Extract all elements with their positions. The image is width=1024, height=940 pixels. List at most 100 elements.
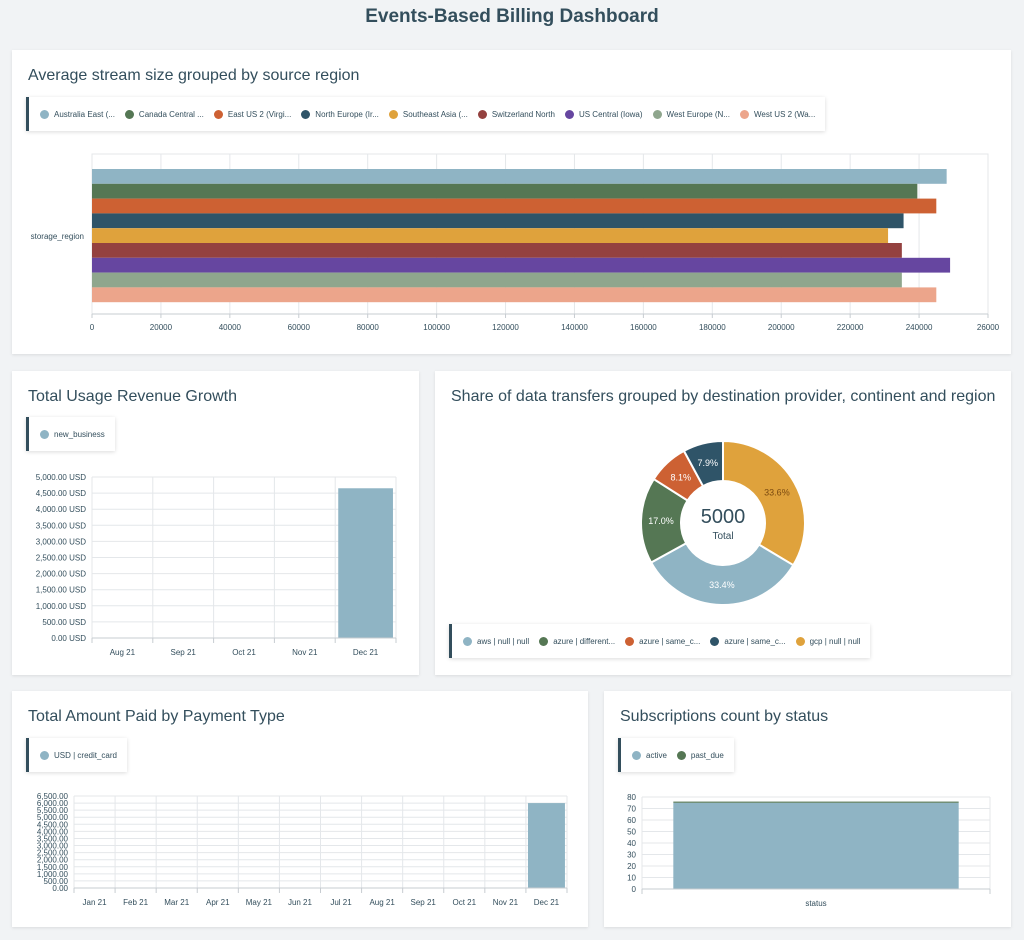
legend-label: azure | same_c... [639, 636, 701, 646]
stream-size-card: Average stream size grouped by source re… [12, 50, 1011, 354]
bar [673, 801, 959, 803]
x-tick-label: 80000 [357, 323, 380, 332]
x-tick-label: Jul 21 [330, 898, 352, 907]
y-tick-label: 1,000.00 [37, 870, 69, 879]
y-tick-label: 2,500.00 USD [36, 554, 86, 563]
x-tick-label: 60000 [288, 323, 311, 332]
x-tick-label: Oct 21 [453, 898, 477, 907]
x-tick-label: May 21 [246, 898, 273, 907]
x-tick-label: 40000 [219, 323, 242, 332]
bar [92, 183, 918, 199]
subscriptions-card: Subscriptions count by status active past… [604, 691, 1011, 927]
y-tick-label: 10 [627, 874, 636, 883]
y-tick-label: 4,000.00 USD [36, 505, 86, 514]
legend-label: West Europe (N... [666, 109, 730, 119]
y-tick-label: 4,500.00 USD [36, 489, 86, 498]
legend-item[interactable]: USD | credit_card [40, 750, 117, 760]
y-tick-label: 4,500.00 [37, 820, 69, 829]
legend-item[interactable]: azure | same_c... [625, 636, 701, 646]
y-tick-label: 3,500.00 [37, 834, 69, 843]
y-tick-label: 500.00 USD [42, 618, 86, 627]
legend-label: Canada Central ... [138, 109, 204, 119]
stream-size-title: Average stream size grouped by source re… [28, 67, 360, 84]
legend-item[interactable]: aws | null | null [463, 636, 530, 646]
legend-item[interactable]: azure | same_c... [710, 636, 786, 646]
legend-label: East US 2 (Virgi... [227, 109, 292, 119]
data-transfers-title: Share of data transfers grouped by desti… [451, 388, 996, 405]
legend-label: aws | null | null [477, 636, 530, 646]
y-tick-label: 6,000.00 [37, 799, 69, 808]
legend-item[interactable]: Switzerland North [477, 109, 555, 119]
x-tick-label: Sep 21 [411, 898, 437, 907]
legend-swatch [632, 750, 641, 760]
amount-paid-legend: USD | credit_card [26, 738, 127, 772]
legend-swatch [652, 109, 662, 119]
y-tick-label: 30 [627, 851, 636, 860]
x-tick-label: status [805, 899, 826, 908]
bar [92, 169, 947, 184]
legend-swatch [477, 109, 487, 119]
legend-item[interactable]: gcp | null | null [795, 636, 860, 646]
legend-label: USD | credit_card [54, 750, 117, 760]
legend-swatch [463, 636, 472, 646]
bar [92, 213, 904, 229]
y-tick-label: 6,500.00 [37, 792, 69, 801]
legend-item[interactable]: azure | different... [539, 636, 616, 646]
legend-swatch [710, 636, 720, 646]
x-tick-label: 20000 [150, 323, 173, 332]
legend-item[interactable]: West Europe (N... [652, 109, 730, 119]
legend-item[interactable]: North Europe (Ir... [301, 109, 379, 119]
x-tick-label: 120000 [492, 323, 519, 332]
y-tick-label: 4,000.00 [37, 827, 69, 836]
legend-item[interactable]: new_business [40, 429, 105, 439]
revenue-growth-title: Total Usage Revenue Growth [28, 388, 237, 405]
legend-label: past_due [690, 750, 724, 760]
x-tick-label: Sep 21 [171, 648, 197, 657]
legend-item[interactable]: East US 2 (Virgi... [213, 109, 292, 119]
x-tick-label: 26000 [977, 323, 1000, 332]
bar [92, 287, 937, 303]
y-tick-label: 1,500.00 [37, 863, 69, 872]
legend-swatch [124, 109, 134, 119]
y-tick-label: 20 [627, 862, 636, 871]
x-tick-label: 140000 [561, 323, 588, 332]
legend-item[interactable]: Canada Central ... [124, 109, 204, 119]
x-tick-label: 240000 [906, 323, 933, 332]
subscriptions-chart: 0 10 20 30 40 50 60 70 80 status [627, 793, 991, 908]
x-tick-label: 200000 [768, 323, 795, 332]
stream-size-chart: 0 20000 40000 60000 80000 100000 120000 140000 1… [31, 153, 1000, 332]
x-tick-label: Oct 21 [232, 648, 256, 657]
legend-item[interactable]: Southeast Asia (... [388, 109, 468, 119]
y-tick-label: 40 [627, 839, 636, 848]
legend-item[interactable]: US Central (Iowa) [564, 109, 643, 119]
legend-item[interactable]: Australia East (... [40, 109, 115, 119]
y-tick-label: 1,500.00 USD [36, 586, 86, 595]
legend-label: Switzerland North [491, 109, 555, 119]
y-tick-label: 3,500.00 USD [36, 521, 86, 530]
y-tick-label: 3,000.00 [37, 842, 69, 851]
y-tick-label: 5,500.00 [37, 806, 69, 815]
legend-item[interactable]: West US 2 (Wa... [739, 109, 815, 119]
x-tick-label: Nov 21 [292, 648, 318, 657]
donut-slice [649, 541, 795, 606]
legend-swatch [301, 109, 311, 119]
legend-label: azure | different... [553, 636, 616, 646]
x-tick-label: 0 [90, 323, 95, 332]
y-tick-label: 5,000.00 [37, 813, 69, 822]
subscriptions-legend: active past_due [618, 738, 734, 772]
x-tick-label: Feb 21 [123, 898, 148, 907]
legend-swatch [676, 750, 686, 760]
legend-item[interactable]: active [632, 750, 667, 760]
subscriptions-title: Subscriptions count by status [620, 708, 829, 725]
legend-item[interactable]: past_due [676, 750, 724, 760]
donut-slice [682, 439, 724, 488]
x-tick-label: Dec 21 [353, 648, 379, 657]
bar [92, 198, 937, 214]
y-tick-label: 1,000.00 USD [36, 602, 86, 611]
revenue-growth-card: Total Usage Revenue Growth new_business … [12, 371, 419, 675]
y-tick-label: 80 [627, 793, 636, 802]
legend-swatch [40, 750, 49, 760]
x-tick-label: Aug 21 [110, 648, 136, 657]
y-tick-label: 5,000.00 USD [36, 473, 86, 482]
legend-swatch [388, 109, 398, 119]
